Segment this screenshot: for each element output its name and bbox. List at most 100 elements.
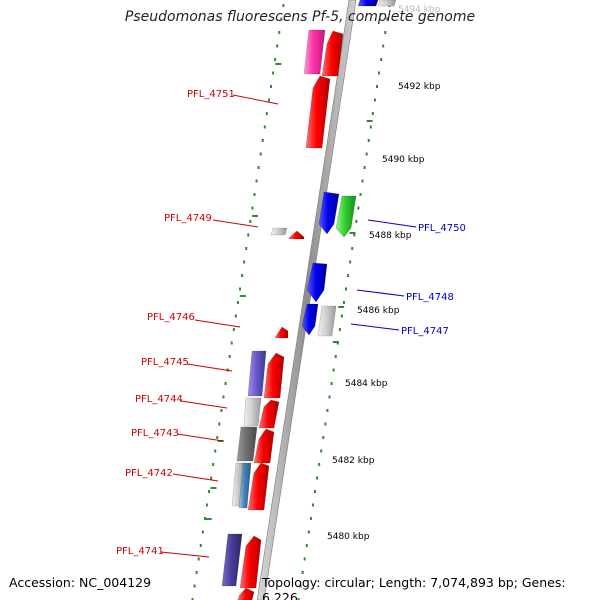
genome-backbone — [256, 0, 357, 600]
tick-dot — [243, 260, 246, 264]
tick-dot — [203, 517, 206, 520]
gene-features — [221, 0, 397, 600]
tick-dot — [316, 476, 319, 480]
tick-dot — [386, 17, 389, 21]
tick-dot — [205, 503, 208, 507]
tick-dot — [334, 355, 337, 358]
tick-dash — [239, 295, 246, 297]
tick-dot — [332, 368, 335, 372]
tick-dot — [199, 544, 202, 547]
gene-label-forward: PFL_4743 — [131, 428, 179, 439]
label-leader-lines — [160, 94, 417, 558]
tick-dot — [245, 247, 248, 250]
gene-label-forward: PFL_4749 — [164, 213, 212, 224]
tick-dot — [342, 301, 345, 304]
tick-dot — [234, 314, 237, 318]
tick-dot — [338, 328, 341, 331]
tick-dot — [263, 125, 266, 129]
tick-dot — [212, 463, 215, 466]
forward-gene-feature — [258, 399, 280, 429]
tick-dot — [371, 112, 374, 115]
gene-label-reverse: PFL_4747 — [401, 326, 449, 337]
forward-gene-feature — [321, 30, 344, 77]
reverse-gene-feature — [301, 303, 319, 336]
tick-dot — [236, 301, 239, 304]
tick-dot — [278, 31, 281, 34]
gene-label-reverse: PFL_4748 — [406, 292, 454, 303]
tick-dot — [265, 112, 268, 115]
tick-dot — [247, 233, 250, 237]
tick-dot — [318, 463, 321, 466]
genome-title: Pseudomonas fluorescens Pf-5, complete g… — [124, 9, 476, 25]
forward-gene-feature — [247, 462, 270, 511]
tick-dot — [267, 98, 270, 102]
forward-gene-feature — [253, 428, 275, 464]
tick-dot — [326, 409, 329, 412]
tick-dot — [378, 71, 381, 75]
tick-dot — [361, 179, 364, 183]
scale-labels: 5494 kbp 5492 kbp 5490 kbp 5488 kbp 5486 kbp… — [327, 5, 441, 542]
leader-line — [160, 551, 210, 558]
backbone-line — [256, 0, 357, 600]
tick-dot — [330, 382, 333, 385]
tick-dot — [349, 260, 352, 264]
tick-dot — [365, 152, 368, 156]
tick-dot — [193, 584, 196, 588]
tick-dash — [332, 341, 339, 343]
tick-dot — [282, 4, 285, 7]
tick-dash — [366, 120, 373, 122]
tick-dot — [347, 274, 350, 277]
forward-gene-feature — [239, 535, 262, 589]
tick-dot — [241, 274, 244, 277]
forward-gene-feature — [263, 352, 285, 399]
tick-dot — [357, 206, 360, 210]
scale-label: 5494 kbp — [398, 5, 441, 15]
leader-line — [176, 433, 224, 442]
tick-dot — [214, 449, 217, 453]
tick-dash — [205, 518, 212, 520]
tick-dot — [201, 530, 204, 534]
leader-line — [180, 400, 228, 409]
tick-dot — [309, 517, 312, 520]
genome-summary-text: Topology: circular; Length: 7,074,893 bp… — [262, 575, 566, 600]
tick-dot — [228, 355, 231, 358]
tick-dot — [259, 152, 262, 156]
tick-dot — [224, 382, 227, 385]
accession-text: Accession: NC_004129 — [9, 575, 152, 590]
tick-dot — [301, 571, 304, 574]
tick-dot — [255, 179, 258, 183]
tick-dot — [197, 557, 200, 561]
tick-dash — [275, 63, 282, 65]
tick-dot — [320, 449, 323, 453]
tick-dot — [322, 436, 325, 439]
tick-dot — [272, 71, 275, 75]
forward-gene-feature — [221, 533, 243, 587]
tick-dot — [305, 544, 308, 547]
forward-gene-feature — [247, 350, 267, 397]
leader-line — [194, 319, 241, 328]
gene-label-forward: PFL_4751 — [187, 89, 235, 100]
tick-dot — [261, 139, 264, 142]
tick-dot — [314, 490, 317, 493]
reverse-gene-feature — [317, 305, 337, 337]
scale-label: 5490 kbp — [382, 155, 425, 165]
tick-dash — [210, 487, 217, 489]
gene-label-forward: PFL_4745 — [141, 357, 189, 368]
tick-dot — [340, 314, 343, 318]
forward-gene-feature — [288, 230, 305, 240]
tick-dot — [253, 193, 256, 196]
tick-dot — [249, 220, 252, 223]
tick-dot — [384, 31, 387, 34]
tick-dot — [232, 328, 235, 331]
scale-label: 5486 kbp — [357, 306, 400, 316]
tick-dot — [303, 557, 306, 561]
tick-dot — [218, 422, 221, 426]
scale-label: 5482 kbp — [332, 456, 375, 466]
forward-gene-feature — [303, 29, 326, 75]
tick-dot — [251, 206, 254, 210]
scale-label: 5492 kbp — [398, 82, 441, 92]
tick-dash — [338, 306, 345, 308]
tick-dot — [297, 598, 300, 600]
tick-dot — [373, 98, 376, 102]
